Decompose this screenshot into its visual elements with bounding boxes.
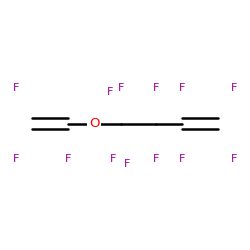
Text: F: F <box>12 82 19 92</box>
Text: F: F <box>231 154 237 164</box>
Text: F: F <box>153 154 159 164</box>
Text: F: F <box>179 82 186 92</box>
Text: F: F <box>231 82 237 92</box>
Text: F: F <box>153 82 159 92</box>
Text: F: F <box>110 154 116 164</box>
Text: F: F <box>179 154 186 164</box>
Text: O: O <box>89 117 99 130</box>
Text: F: F <box>124 159 130 169</box>
Text: F: F <box>107 87 113 97</box>
Text: F: F <box>12 154 19 164</box>
Text: F: F <box>118 82 124 92</box>
Text: F: F <box>64 154 71 164</box>
